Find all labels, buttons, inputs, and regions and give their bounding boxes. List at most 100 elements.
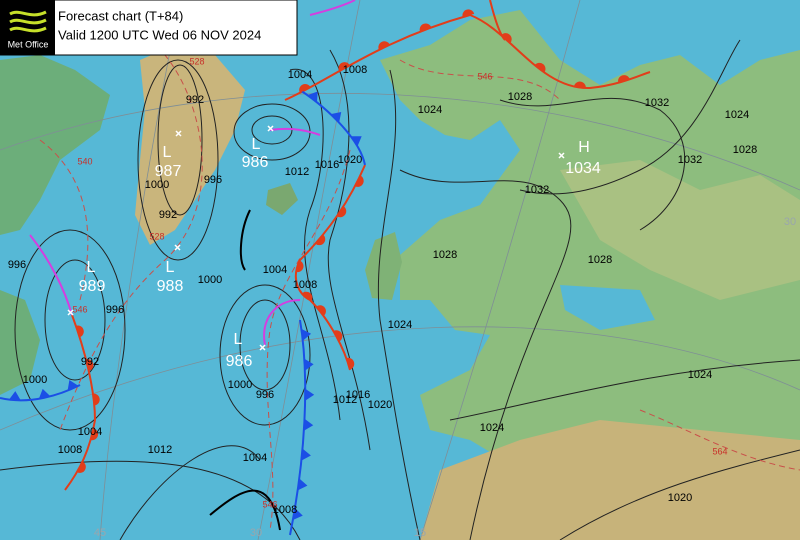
isobar-label: 992 <box>81 356 99 368</box>
warm-front-symbol <box>501 33 512 44</box>
thickness-label: 540 <box>77 156 92 166</box>
cold-front-symbol <box>297 478 308 491</box>
warm-front-symbol <box>75 325 84 338</box>
centre-value: 986 <box>226 353 253 370</box>
cold-front-symbol <box>292 508 303 520</box>
warm-front-symbol <box>90 428 99 441</box>
warm-front-symbol <box>315 234 326 246</box>
warm-front-symbol <box>346 357 355 370</box>
centre-value: 988 <box>157 278 184 295</box>
isobar-label: 1024 <box>725 109 749 121</box>
cold-front-symbol <box>305 388 315 401</box>
cold-front-symbol <box>38 388 51 399</box>
isobar-label: 1008 <box>293 279 317 291</box>
thickness-label: 546 <box>477 71 492 81</box>
isobar-label: 1016 <box>315 159 339 171</box>
isobar-label: 1000 <box>145 179 169 191</box>
warm-front-symbol <box>378 41 390 50</box>
thickness-label: 546 <box>262 499 277 509</box>
isobars <box>0 39 800 540</box>
centre-letter: L <box>252 136 261 153</box>
warm-front-symbol <box>534 62 546 73</box>
centre-letter: L <box>163 144 172 161</box>
warm-front-symbol <box>333 330 343 342</box>
warm-front-symbol <box>316 305 326 316</box>
warm-front-symbol <box>336 206 347 218</box>
cold-front-symbol <box>350 136 362 147</box>
warm-front-symbol <box>295 260 304 273</box>
cold-front-symbol <box>67 380 79 391</box>
cold-front-symbol <box>303 418 314 431</box>
logo-text: Met Office <box>8 39 49 49</box>
grid-label: 15 <box>414 527 426 539</box>
warm-front-symbol <box>76 461 86 473</box>
warm-front-symbol <box>93 393 100 406</box>
warm-front-symbol <box>419 23 432 32</box>
isobar-label: 1028 <box>588 254 612 266</box>
isobar-label: 996 <box>204 174 222 186</box>
isobar-label: 1028 <box>508 91 532 103</box>
warm-front-symbol <box>573 81 586 89</box>
isobar-label: 1024 <box>480 422 504 434</box>
warm-front-symbol <box>301 291 313 302</box>
isobar-label: 1004 <box>288 69 312 81</box>
centre-letter: L <box>234 331 243 348</box>
centre-value: 986 <box>242 154 269 171</box>
warm-front-symbol <box>462 9 475 18</box>
isobar-label: 1020 <box>338 154 362 166</box>
isobar-label: 1004 <box>243 452 267 464</box>
cold-front-symbol <box>301 328 312 341</box>
isobar-label: 1004 <box>263 264 287 276</box>
isobar-label: 1020 <box>368 399 392 411</box>
isobar-label: 1004 <box>78 426 102 438</box>
warm-front-symbol <box>338 62 350 72</box>
isobar-label: 1016 <box>346 389 370 401</box>
isobar-label: 1024 <box>418 104 442 116</box>
isobar-label: 1008 <box>273 504 297 516</box>
isobar-label: 1032 <box>678 154 702 166</box>
cold-front-symbol <box>301 448 311 461</box>
isobar-label: 996 <box>106 304 124 316</box>
centre-letter: L <box>166 259 175 276</box>
isobar-label: 1032 <box>525 184 549 196</box>
header-title: Forecast chart (T+84) <box>58 8 183 23</box>
pressure-centres: L 987 L 986 L 989 L 988 L 986 H 1034 <box>79 136 601 370</box>
isobar-label: 1028 <box>733 144 757 156</box>
cold-front-symbol <box>8 391 21 401</box>
thickness-label: 528 <box>189 56 204 66</box>
thickness-lines <box>39 39 800 531</box>
isobar-label: 1000 <box>23 374 47 386</box>
isobar-label: 1024 <box>688 369 712 381</box>
isobar-label: 1008 <box>58 444 82 456</box>
centre-markers <box>67 125 565 351</box>
logo-box <box>0 0 55 55</box>
logo-icon <box>9 10 47 33</box>
isobar-label: 1000 <box>198 274 222 286</box>
warm-front-symbol <box>85 359 94 371</box>
centre-letter: H <box>578 139 590 156</box>
thickness-label: 528 <box>149 231 164 241</box>
warm-front-symbol <box>354 175 364 187</box>
isobar-labels: 1004 1008 992 996 1000 992 1000 1004 1008 1012 101… <box>8 64 757 516</box>
isobar-label: 1032 <box>645 97 669 109</box>
warm-front-symbol <box>299 84 311 93</box>
grid-label: 45 <box>94 527 106 539</box>
grid-labels: 45 30 15 30 <box>94 216 796 539</box>
isobar-label: 1024 <box>388 319 412 331</box>
cold-front-symbol <box>307 91 318 103</box>
isobar-label: 992 <box>186 94 204 106</box>
warm-front-symbol <box>618 75 630 83</box>
centre-value: 987 <box>155 163 182 180</box>
thickness-labels: 528 546 540 528 546 564 546 <box>72 56 727 509</box>
isobar-label: 1020 <box>668 492 692 504</box>
grid-label: 30 <box>784 216 796 228</box>
isobar-label: 1012 <box>285 166 309 178</box>
isobar-label: 1008 <box>343 64 367 76</box>
header-valid: Valid 1200 UTC Wed 06 NOV 2024 <box>58 27 261 42</box>
cold-front-symbol <box>304 358 314 371</box>
fronts <box>0 0 651 536</box>
centre-letter: L <box>87 259 96 276</box>
thickness-label: 546 <box>72 304 87 314</box>
